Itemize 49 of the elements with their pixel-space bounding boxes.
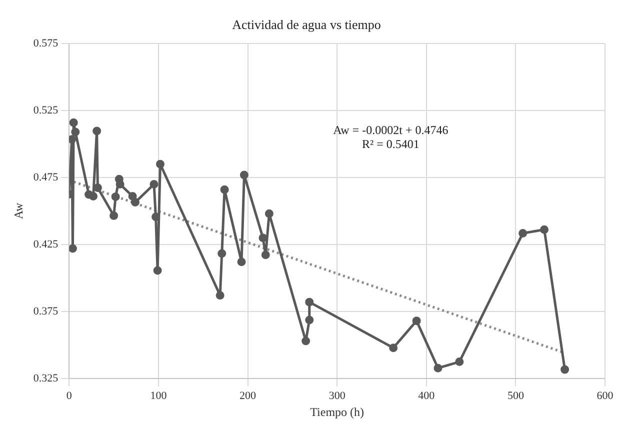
point [128, 192, 137, 201]
point [240, 170, 248, 180]
point [150, 180, 158, 188]
y-tick-label: 0.325 [33, 372, 59, 384]
point [305, 316, 314, 324]
y-tick-label: 0.375 [33, 305, 59, 318]
x-tick-label: 300 [328, 390, 346, 402]
point [130, 198, 140, 207]
x-tick-label: 600 [596, 390, 614, 402]
point [69, 135, 76, 144]
y-tick-label: 0.425 [33, 238, 59, 250]
point [218, 249, 226, 258]
point [216, 291, 224, 300]
point [69, 118, 78, 127]
x-tick-label: 200 [240, 390, 257, 402]
point [111, 192, 120, 202]
point [264, 209, 274, 218]
point [412, 316, 421, 326]
y-tick-label: 0.575 [33, 37, 59, 50]
point [434, 364, 442, 372]
point [153, 266, 162, 275]
chart-title: Actividad de agua vs tiempo [232, 17, 381, 32]
x-tick-label: 500 [507, 390, 524, 402]
point [237, 258, 246, 266]
annotation: R² = 0.5401 [362, 136, 420, 151]
point [540, 225, 549, 234]
y-tick-label: 0.525 [33, 104, 59, 116]
x-tick-label: 100 [150, 390, 168, 402]
point [258, 234, 268, 242]
point [110, 211, 118, 220]
point [302, 336, 310, 346]
point [220, 185, 229, 194]
y-axis-title: Aw [11, 202, 26, 220]
point [71, 128, 80, 136]
point [89, 192, 98, 201]
x-tick-label: 400 [418, 390, 436, 402]
point [261, 250, 270, 260]
point [156, 160, 164, 168]
point [305, 298, 314, 306]
point [455, 358, 464, 366]
point [518, 228, 528, 238]
point [389, 344, 398, 352]
x-tick-label: 0 [66, 390, 72, 402]
x-axis-title: Tiempo (h) [310, 404, 364, 419]
point [69, 244, 77, 253]
y-tick-label: 0.475 [33, 171, 59, 184]
point [560, 365, 570, 374]
point [92, 126, 102, 136]
annotation: Aw = -0.0002t + 0.4746 [333, 122, 448, 137]
